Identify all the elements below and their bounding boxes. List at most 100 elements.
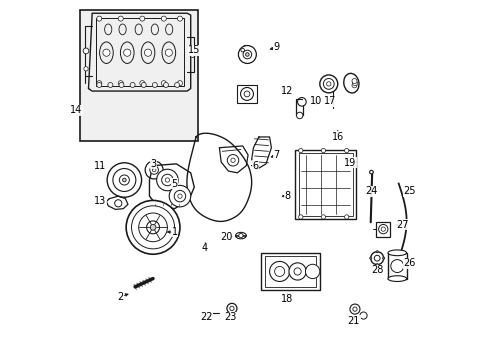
Text: 17: 17 [324, 96, 336, 106]
Circle shape [139, 213, 167, 242]
Circle shape [97, 16, 102, 21]
Text: 25: 25 [403, 186, 415, 197]
Circle shape [178, 194, 182, 198]
Text: 11: 11 [94, 161, 106, 171]
Bar [298, 153, 352, 216]
Text: 9: 9 [273, 42, 279, 52]
Circle shape [97, 82, 102, 87]
Circle shape [352, 81, 357, 86]
Bar [376, 222, 389, 237]
Circle shape [140, 81, 144, 86]
Ellipse shape [387, 250, 406, 256]
Circle shape [174, 82, 179, 87]
Circle shape [189, 51, 195, 57]
Circle shape [163, 82, 168, 87]
Circle shape [118, 16, 123, 21]
Circle shape [326, 82, 330, 86]
Circle shape [150, 225, 156, 230]
Circle shape [83, 48, 89, 54]
Text: 1: 1 [171, 227, 177, 237]
Circle shape [144, 49, 151, 56]
Circle shape [344, 148, 348, 153]
Circle shape [130, 82, 135, 87]
Circle shape [123, 49, 131, 56]
Circle shape [161, 81, 166, 86]
Circle shape [241, 48, 244, 52]
Circle shape [107, 163, 142, 197]
Circle shape [177, 16, 182, 21]
Bar [260, 253, 319, 291]
Bar [295, 149, 356, 220]
Circle shape [177, 81, 182, 86]
Bar [237, 85, 257, 103]
Text: 20: 20 [220, 232, 232, 242]
Text: 8: 8 [284, 191, 290, 201]
Ellipse shape [343, 73, 358, 93]
Circle shape [370, 252, 383, 265]
Circle shape [297, 98, 305, 106]
Ellipse shape [119, 24, 126, 35]
Circle shape [108, 82, 113, 87]
Text: 16: 16 [331, 132, 343, 142]
Circle shape [149, 166, 158, 174]
Circle shape [240, 87, 253, 100]
Ellipse shape [151, 24, 158, 35]
Circle shape [230, 158, 235, 162]
Circle shape [351, 83, 356, 88]
Circle shape [269, 261, 289, 282]
Circle shape [118, 81, 123, 86]
Text: 12: 12 [281, 86, 293, 96]
Text: 19: 19 [344, 158, 356, 168]
Bar [387, 253, 406, 279]
Ellipse shape [165, 24, 172, 35]
Text: 21: 21 [347, 316, 359, 325]
Ellipse shape [135, 24, 142, 35]
Circle shape [380, 227, 385, 231]
Circle shape [321, 148, 325, 153]
Circle shape [141, 82, 146, 87]
Circle shape [152, 82, 157, 87]
Circle shape [122, 178, 126, 182]
Text: 6: 6 [252, 161, 258, 171]
Circle shape [369, 170, 372, 174]
Bar [265, 256, 315, 287]
Circle shape [226, 303, 237, 314]
Bar [96, 18, 183, 86]
Circle shape [115, 200, 122, 207]
Text: 24: 24 [365, 186, 377, 197]
Circle shape [229, 306, 234, 311]
Circle shape [351, 78, 356, 84]
Text: 3: 3 [150, 159, 156, 169]
Text: 27: 27 [395, 220, 407, 230]
Circle shape [296, 112, 303, 119]
Text: 14: 14 [70, 105, 82, 115]
Circle shape [321, 215, 325, 219]
Text: 4: 4 [202, 243, 208, 253]
Circle shape [165, 178, 169, 182]
Circle shape [298, 215, 303, 219]
Text: 2: 2 [118, 292, 123, 302]
Circle shape [244, 91, 249, 97]
Circle shape [83, 67, 88, 71]
Ellipse shape [235, 232, 246, 239]
Ellipse shape [162, 42, 175, 63]
Circle shape [378, 225, 387, 234]
Circle shape [245, 53, 249, 56]
Circle shape [298, 148, 303, 153]
Circle shape [288, 263, 305, 280]
Circle shape [375, 264, 378, 266]
Circle shape [349, 304, 359, 314]
Circle shape [359, 312, 366, 319]
Bar [296, 99, 303, 116]
Circle shape [238, 45, 256, 63]
Bar [80, 10, 198, 140]
Circle shape [274, 266, 284, 276]
Text: 7: 7 [273, 150, 279, 160]
Circle shape [113, 168, 136, 192]
Text: 26: 26 [403, 258, 415, 268]
Ellipse shape [104, 24, 112, 35]
Ellipse shape [141, 42, 155, 63]
Circle shape [140, 16, 144, 21]
Text: 5: 5 [171, 179, 177, 189]
Circle shape [161, 16, 166, 21]
